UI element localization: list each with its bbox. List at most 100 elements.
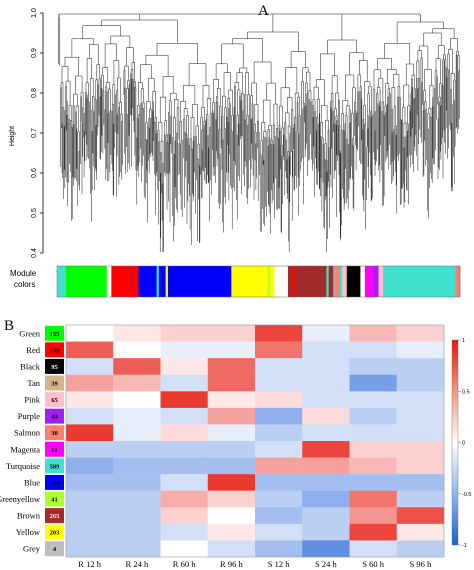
module-color-segment — [231, 266, 268, 297]
heatmap-column-label: S 24 h — [315, 559, 337, 569]
heatmap-cell — [66, 441, 114, 458]
module-color-box — [45, 358, 64, 374]
heatmap-cell — [396, 341, 445, 359]
heatmap-cell — [66, 407, 114, 425]
heatmap-cell — [160, 325, 208, 342]
y-tick-label: 0.4 — [31, 248, 38, 258]
heatmap-cell — [207, 391, 256, 409]
heatmap-cell — [302, 391, 350, 409]
heatmap-cell — [113, 540, 161, 558]
heatmap-cell — [255, 457, 303, 475]
heatmap-cell — [349, 540, 397, 558]
heatmap-cell — [160, 407, 208, 425]
module-colors-label-line2: colors — [14, 280, 35, 289]
heatmap-cell — [396, 391, 445, 409]
heatmap-cell — [113, 358, 161, 375]
heatmap-column-label: R 96 h — [220, 559, 243, 569]
heatmap-cell — [255, 391, 303, 409]
module-gene-count: 159 — [50, 347, 61, 354]
heatmap-cell — [255, 523, 303, 541]
heatmap-cell — [349, 523, 397, 541]
heatmap-cell — [302, 424, 350, 442]
module-color-segment — [455, 266, 461, 297]
heatmap-cell — [349, 391, 397, 409]
heatmap-column-label: S 60 h — [362, 559, 384, 569]
module-color-segment — [111, 266, 139, 297]
heatmap-cell — [160, 474, 208, 491]
module-color-box — [45, 441, 64, 457]
dendrogram-tree — [58, 13, 460, 252]
heatmap-cell — [396, 474, 445, 491]
module-color-box — [45, 342, 64, 358]
heatmap-cell — [302, 457, 350, 475]
heatmap-cell — [66, 490, 114, 508]
module-color-segment — [267, 266, 271, 297]
module-color-segment — [158, 266, 166, 297]
module-color-box — [45, 508, 64, 524]
heatmap-cell — [349, 424, 397, 442]
heatmap-cell — [349, 374, 397, 392]
heatmap-cell — [396, 507, 445, 525]
heatmap-cell — [66, 474, 114, 491]
heatmap-cell — [396, 490, 445, 508]
module-color-segment — [138, 266, 157, 297]
panel-a-label: A — [258, 3, 269, 19]
dendrogram-branches — [58, 13, 460, 252]
heatmap-cell — [396, 457, 445, 475]
heatmap-cell — [255, 407, 303, 425]
colorbar-tick-label: -0.5 — [462, 492, 471, 498]
module-color-segment — [328, 266, 334, 297]
heatmap-row-label: Grey — [23, 544, 41, 554]
heatmap-cell — [302, 407, 350, 425]
module-color-segment — [335, 266, 341, 297]
heatmap-cell — [207, 325, 256, 342]
heatmap-cell — [113, 457, 161, 475]
module-colors-label-line1: Module — [10, 269, 37, 278]
heatmap-cell — [255, 490, 303, 508]
heatmap-cell — [255, 474, 303, 491]
heatmap-row-label: Blue — [24, 477, 40, 487]
heatmap-row-label: Salmon — [14, 428, 41, 438]
module-color-box — [45, 392, 64, 408]
module-color-segment — [106, 266, 112, 297]
module-color-segment — [57, 266, 67, 297]
heatmap-cell — [302, 358, 350, 375]
heatmap-cell — [207, 424, 256, 442]
heatmap-cell — [207, 441, 256, 458]
heatmap-cell — [349, 325, 397, 342]
heatmap-column-label: R 24 h — [126, 559, 149, 569]
heatmap-cell — [255, 325, 303, 342]
heatmap-cell — [349, 441, 397, 458]
heatmap-cell — [113, 441, 161, 458]
y-tick-label: 0.7 — [31, 128, 38, 138]
heatmap-row-label: Purple — [18, 411, 40, 421]
heatmap-cell — [160, 490, 208, 508]
heatmap-cell — [207, 374, 256, 392]
heatmap-cell — [302, 441, 350, 458]
module-color-box — [45, 375, 64, 391]
heatmap-column-label: S 96 h — [410, 559, 432, 569]
colorbar-tick-label: -1 — [462, 543, 467, 549]
heatmap-cell — [302, 474, 350, 491]
module-color-segment — [269, 266, 275, 297]
module-gene-count: 43 — [51, 414, 58, 421]
heatmap-cell — [255, 341, 303, 359]
heatmap-cell — [160, 507, 208, 525]
heatmap-cell — [207, 358, 256, 375]
heatmap-cell — [207, 490, 256, 508]
heatmap-cell — [66, 341, 114, 359]
heatmap-cell — [113, 424, 161, 442]
colorbar-tick-label: 1 — [462, 338, 465, 344]
module-color-box — [45, 491, 64, 507]
y-tick-label: 0.9 — [31, 48, 38, 58]
y-tick-label: 0.5 — [31, 208, 38, 218]
heatmap-row-label: Magenta — [10, 444, 40, 454]
heatmap-column-labels: R 12 h R 24 h R 60 h R 96 h S 12 h S 24 h S 60… — [78, 559, 432, 569]
heatmap-cell — [396, 358, 445, 375]
heatmap-cell — [396, 374, 445, 392]
module-gene-count: 65 — [51, 397, 58, 404]
heatmap-cell — [349, 474, 397, 491]
